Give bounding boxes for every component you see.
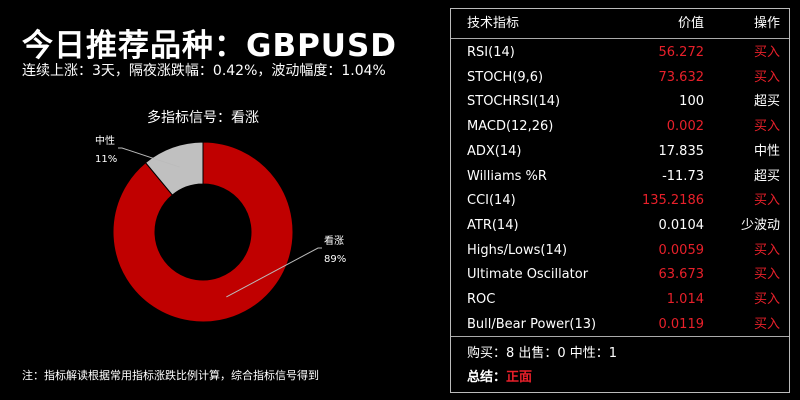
indicator-value: 56.272 [658,45,705,60]
indicator-name: Highs/Lows(14) [467,242,568,258]
slice-percent: 89% [324,254,346,265]
page-subtitle: 连续上涨：3天，隔夜涨跌幅：0.42%，波动幅度：1.04% [22,63,386,79]
table-row: ADX(14) 17.835 中性 [451,139,789,164]
footnote: 注：指标解读根据常用指标涨跌比例计算，综合指标信号得到 [22,369,319,382]
indicator-value: -11.73 [662,168,704,184]
table-row: STOCH(9,6) 73.632 买入 [451,65,789,90]
header-value: 价值 [677,16,704,31]
slice-label: 中性 [95,134,115,147]
page-title: 今日推荐品种：GBPUSD [22,28,398,64]
header-action: 操作 [753,16,780,31]
indicator-action: 买入 [753,316,780,332]
table-row: ATR(14) 0.0104 少波动 [451,213,789,238]
indicator-action: 买入 [753,267,780,283]
conclusion: 总结：正面 [467,366,532,385]
indicator-name: STOCH(9,6) [467,69,544,85]
indicator-action: 中性 [753,143,780,159]
indicator-action: 买入 [753,119,780,135]
indicator-value: 0.0104 [658,217,705,233]
indicator-value: 100 [679,94,704,110]
signal-counts: 购买：8 出售：0 中性：1 [467,346,618,361]
indicator-value: 0.0119 [658,316,705,332]
indicator-name: RSI(14) [467,45,515,60]
indicator-name: ATR(14) [467,217,519,233]
indicator-action: 买入 [753,193,780,209]
indicator-name: Williams %R [467,168,547,184]
table-header: 技术指标 价值 操作 [451,9,789,39]
summary-divider [451,336,789,337]
indicator-value: 1.014 [666,292,704,307]
indicator-action: 买入 [753,45,780,60]
indicator-name: ADX(14) [467,143,522,159]
indicator-name: STOCHRSI(14) [467,94,561,110]
donut-chart-svg: 多指标信号：看涨 看涨 89% 中性 11% [95,109,346,323]
table-row: Highs/Lows(14) 0.0059 买入 [451,238,789,263]
indicator-value: 63.673 [658,267,705,283]
donut-slice [144,141,204,196]
indicator-name: ROC [467,292,496,307]
indicator-value: 135.2186 [641,193,704,209]
table-row: RSI(14) 56.272 买入 [451,40,789,65]
leader-line [118,147,180,168]
table-row: Williams %R -11.73 超买 [451,164,789,189]
indicator-action: 超买 [753,94,780,110]
indicator-name: MACD(12,26) [467,119,554,135]
indicator-value: 73.632 [658,69,705,85]
indicator-value: 0.0059 [658,242,705,258]
slice-label: 看涨 [324,234,344,247]
conclusion-label: 总结： [467,370,507,385]
indicator-name: Ultimate Oscillator [467,267,589,283]
conclusion-value: 正面 [506,370,533,385]
indicator-action: 超买 [753,168,780,184]
signal-donut-chart: 多指标信号：看涨 看涨 89% 中性 11% [0,100,445,350]
header-indicator: 技术指标 [467,16,520,31]
indicator-name: Bull/Bear Power(13) [467,316,597,332]
slice-percent: 11% [95,154,117,165]
indicator-action: 买入 [753,292,780,307]
table-row: STOCHRSI(14) 100 超买 [451,89,789,114]
indicator-name: CCI(14) [467,193,516,209]
leader-line [226,247,322,298]
table-row: Ultimate Oscillator 63.673 买入 [451,262,789,287]
table-row: MACD(12,26) 0.002 买入 [451,114,789,139]
indicator-value: 0.002 [666,119,704,135]
table-row: CCI(14) 135.2186 买入 [451,188,789,213]
indicator-table: 技术指标 价值 操作 RSI(14) 56.272 买入 STOCH(9,6) 73.6… [450,8,790,393]
donut-slice [112,141,294,323]
indicator-action: 买入 [753,242,780,258]
indicator-action: 少波动 [740,217,780,233]
chart-title: 多指标信号：看涨 [147,109,259,126]
indicator-action: 买入 [753,69,780,85]
table-row: Bull/Bear Power(13) 0.0119 买入 [451,312,789,337]
indicator-value: 17.835 [658,143,705,159]
table-row: ROC 1.014 买入 [451,287,789,312]
